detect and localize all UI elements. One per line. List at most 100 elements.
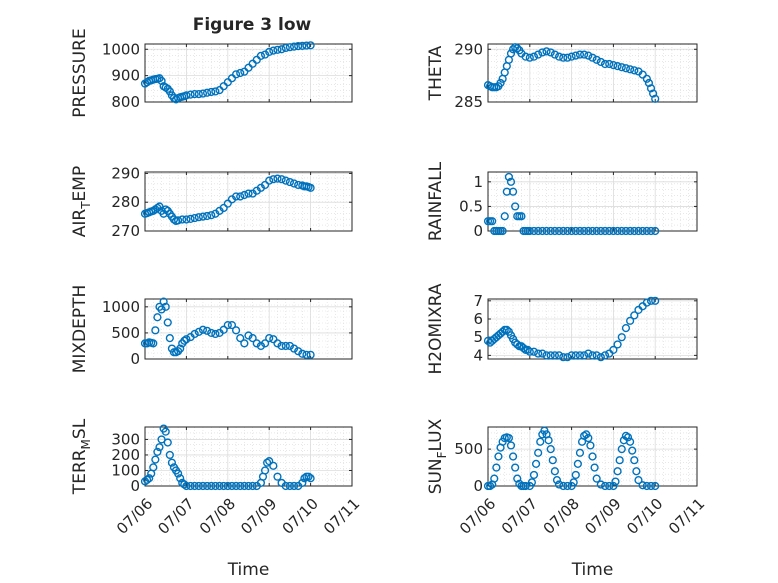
data-point <box>302 41 311 50</box>
y-tick-label: 0.5 <box>459 197 483 215</box>
data-point <box>265 334 274 343</box>
data-point <box>294 347 303 356</box>
data-point <box>161 427 170 436</box>
axes-box <box>144 43 353 103</box>
data-point <box>559 353 568 362</box>
data-point <box>626 65 635 74</box>
data-point <box>649 89 658 98</box>
data-point <box>219 325 228 334</box>
data-point <box>506 49 516 58</box>
data-point <box>203 211 212 221</box>
data-point <box>632 467 641 476</box>
data-point <box>240 481 249 491</box>
data-point <box>145 474 154 483</box>
data-point <box>203 481 212 491</box>
data-point <box>506 177 516 186</box>
data-point <box>223 481 232 491</box>
data-point <box>219 203 228 213</box>
y-tick-label: 290 <box>111 164 140 182</box>
data-point <box>256 51 266 60</box>
data-point <box>167 458 177 467</box>
data-point <box>165 450 174 460</box>
data-point <box>502 325 511 335</box>
data-point <box>498 226 507 236</box>
data-point <box>546 445 555 454</box>
data-point <box>554 52 564 61</box>
data-point <box>223 199 232 208</box>
data-point <box>571 470 580 480</box>
data-point <box>178 215 187 224</box>
data-point <box>273 339 282 348</box>
data-point <box>592 474 601 483</box>
data-point <box>596 226 605 236</box>
data-point <box>548 456 557 465</box>
data-point <box>638 226 647 236</box>
data-point <box>182 335 191 344</box>
data-point <box>529 52 539 61</box>
data-point <box>623 433 633 442</box>
axes-box <box>487 426 698 487</box>
data-point <box>198 212 208 221</box>
y-axis-label: RAINFALL <box>426 161 446 241</box>
data-point <box>269 46 278 55</box>
data-point <box>613 467 622 476</box>
data-point <box>244 331 253 340</box>
data-point <box>285 481 295 491</box>
data-point <box>592 351 601 360</box>
data-point <box>157 305 166 314</box>
data-point <box>494 452 503 461</box>
data-point <box>609 60 618 70</box>
data-point <box>563 226 572 236</box>
y-tick-label: 0 <box>130 350 140 368</box>
data-point <box>630 311 639 320</box>
subplot-5: 0 500 1000 MIXDEPTH <box>70 285 353 374</box>
data-point <box>504 172 514 182</box>
data-point <box>538 48 547 57</box>
data-point <box>289 42 299 51</box>
data-point <box>219 481 228 491</box>
data-point <box>260 466 270 475</box>
data-point <box>586 441 595 450</box>
data-point <box>651 226 660 236</box>
data-point <box>500 212 509 221</box>
data-point <box>646 481 656 491</box>
data-point <box>642 298 651 307</box>
data-point <box>554 351 564 360</box>
axes-box <box>487 43 698 103</box>
data-point <box>634 476 643 485</box>
data-point <box>236 334 245 343</box>
y-axis-label: MIXDEPTH <box>70 285 90 374</box>
data-point <box>260 50 270 59</box>
data-point <box>176 344 185 353</box>
data-point <box>263 458 272 467</box>
data-point <box>176 474 185 483</box>
data-point <box>546 48 555 57</box>
data-point <box>285 341 295 351</box>
data-point <box>546 351 555 360</box>
data-point <box>621 323 631 333</box>
y-tick-label: 1 <box>473 173 483 191</box>
data-point <box>513 474 522 483</box>
data-point <box>506 441 516 450</box>
data-point <box>605 481 614 491</box>
data-point <box>161 302 170 311</box>
data-point <box>554 480 564 489</box>
figure-title: Figure 3 low <box>193 15 312 35</box>
data-point <box>273 174 282 183</box>
data-point <box>265 457 274 466</box>
data-point <box>588 351 597 360</box>
data-point <box>207 87 216 97</box>
data-point <box>529 470 539 480</box>
axes-box <box>487 171 698 232</box>
y-axis-label: AIRTEMP <box>70 166 93 237</box>
data-point <box>298 478 307 487</box>
data-point <box>186 90 195 99</box>
data-point <box>277 175 286 184</box>
data-point <box>186 214 195 224</box>
data-point <box>554 226 564 236</box>
data-point <box>638 70 647 79</box>
data-point <box>642 74 651 83</box>
axes-box <box>144 426 353 487</box>
